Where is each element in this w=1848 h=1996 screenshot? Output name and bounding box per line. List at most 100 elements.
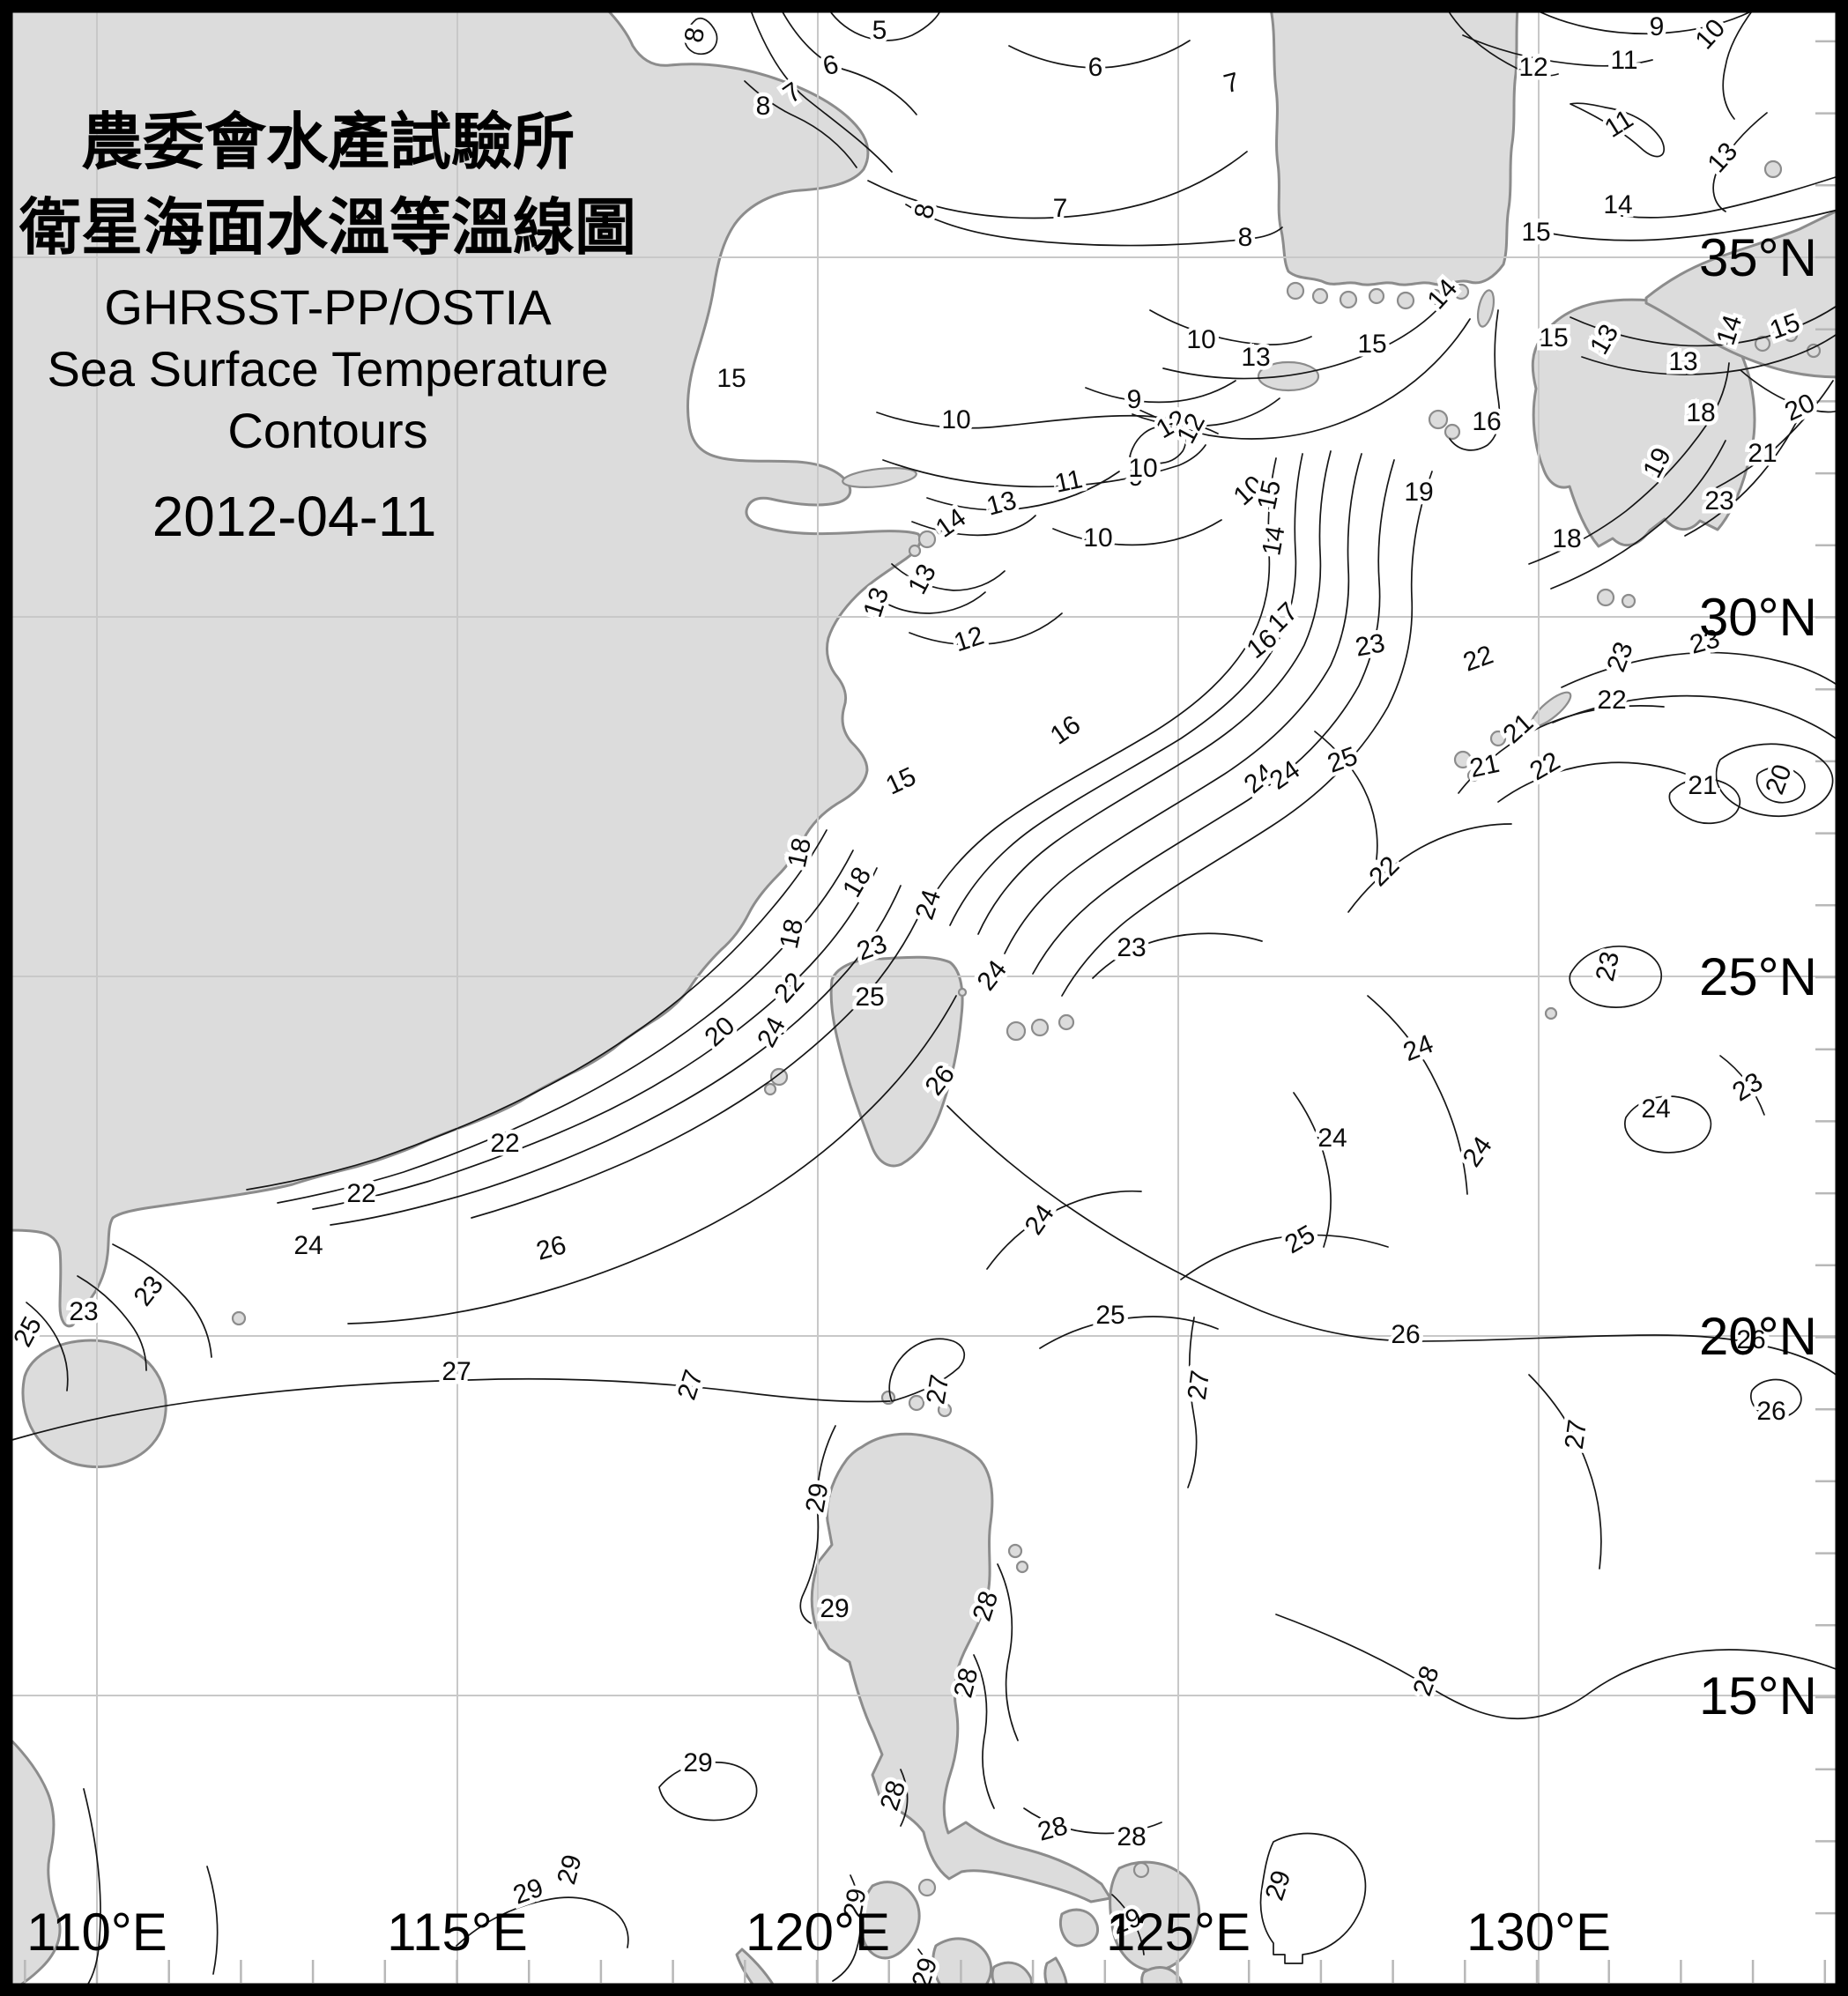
contour-line <box>1149 309 1312 345</box>
contour-line <box>1528 1374 1602 1569</box>
contour-line <box>1570 304 1839 347</box>
contour-temperature-label: 19 <box>1404 478 1433 507</box>
contour-line <box>1533 8 1750 35</box>
islet <box>1596 588 1615 607</box>
contour-temperature-label: 14 <box>1603 190 1632 219</box>
contour-temperature-label: 13 <box>1702 137 1743 179</box>
contour-temperature-label: 11 <box>1599 104 1638 143</box>
contour-line <box>1462 34 1653 67</box>
longitude-label: 110°E <box>26 1903 167 1962</box>
islet <box>1754 335 1771 352</box>
contour-temperature-label: 16 <box>1472 407 1501 436</box>
jeju-island <box>1257 360 1320 392</box>
title-zh-line1: 農委會水產試驗所 <box>81 108 575 176</box>
islet <box>763 1082 777 1096</box>
contour-temperature-label: 22 <box>768 968 810 1009</box>
contour-temperature-label: 15 <box>881 762 920 801</box>
contour-line <box>891 563 1006 591</box>
contour-line <box>1528 362 1730 565</box>
contour-line <box>750 10 893 173</box>
contour-temperature-label: 24 <box>971 955 1013 997</box>
contour-line <box>347 995 957 1324</box>
contour-line <box>876 412 1219 434</box>
contour-temperature-label: 24 <box>752 1013 791 1052</box>
contour-line <box>1740 369 1839 413</box>
contour-line <box>905 204 1283 247</box>
contour-line <box>1755 766 1806 804</box>
contour-line <box>973 1654 995 1809</box>
contour-line <box>780 8 917 115</box>
contour-line <box>1367 995 1468 1195</box>
contour-line <box>1722 8 1755 120</box>
latitude-label: 25°N <box>1699 947 1817 1006</box>
contour-line <box>77 1275 147 1371</box>
contour-line <box>911 515 1036 537</box>
geo-labels-layer: 35°N 30°N 25°N 20°N 15°N 110°E 115°E 120°E 125°E… <box>26 228 1817 1962</box>
contour-temperature-label: 27 <box>1560 1418 1592 1451</box>
contour-temperature-label: 29 <box>820 1594 849 1623</box>
islet <box>1444 423 1461 441</box>
contour-temperature-label: 27 <box>921 1372 954 1406</box>
longitude-label: 130°E <box>1466 1903 1611 1962</box>
contour-line <box>83 1788 101 1991</box>
land-vietnam-coast <box>7 1736 62 1993</box>
contour-line <box>949 453 1303 926</box>
islet <box>1621 593 1636 609</box>
contour-line <box>799 1425 836 1624</box>
contour-temperature-label: 10 <box>1128 454 1157 483</box>
contour-temperature-label: 20 <box>1780 389 1819 427</box>
contour-line <box>1704 380 1834 494</box>
contour-line <box>920 457 1277 919</box>
contour-line <box>1132 397 1280 427</box>
contour-temperature-label: 22 <box>1459 640 1497 677</box>
contour-line <box>1162 292 1453 380</box>
contour-line <box>1275 1614 1839 1720</box>
contour-temperature-label: 8 <box>909 201 941 221</box>
islet <box>1286 281 1305 301</box>
contour-line <box>1497 761 1686 803</box>
okinawa-island <box>1530 691 1572 728</box>
contour-line <box>1624 1095 1712 1154</box>
contour-temperature-label: 21 <box>1748 439 1777 468</box>
contour-line <box>1061 471 1433 997</box>
contour-temperature-label: 25 <box>1324 741 1362 778</box>
contour-line <box>997 1563 1019 1741</box>
islet <box>231 1310 247 1326</box>
contour-temperature-label: 28 <box>1407 1662 1444 1700</box>
islet <box>1007 1543 1023 1559</box>
contour-temperature-label: 8 <box>679 26 710 45</box>
latitude-label: 20°N <box>1699 1307 1817 1366</box>
contour-temperature-label: 18 <box>1686 398 1715 427</box>
islet <box>1396 291 1415 310</box>
longitude-label: 115°E <box>387 1903 528 1962</box>
islet <box>917 1878 937 1897</box>
islet <box>1368 287 1385 305</box>
contour-line <box>1259 1832 1367 1964</box>
contour-line <box>1129 426 1186 464</box>
contour-temperature-label: 26 <box>1736 1325 1765 1354</box>
longitude-label: 120°E <box>746 1903 890 1962</box>
contour-temperature-label: 11 <box>1052 464 1085 499</box>
land-luzon <box>810 1432 1112 1903</box>
contour-line <box>1528 209 1839 241</box>
latitude-label: 15°N <box>1699 1666 1817 1725</box>
contour-line <box>1111 1894 1145 1955</box>
contour-line <box>1347 823 1512 913</box>
contour-line <box>1008 40 1191 69</box>
contour-temperature-label: 8 <box>1238 223 1253 252</box>
islet <box>1015 1560 1029 1574</box>
land-korea <box>1269 7 1519 286</box>
contour-temperature-label: 27 <box>442 1357 471 1386</box>
contour-line <box>1552 694 1839 741</box>
islet <box>1452 283 1470 301</box>
contour-line <box>1092 932 1263 979</box>
contour-temperature-label: 27 <box>672 1367 709 1404</box>
islet <box>1489 730 1507 747</box>
contour-temperature-label: 23 <box>69 1297 98 1326</box>
contour-line <box>867 151 1248 219</box>
contour-temperature-label: 10 <box>1689 14 1731 56</box>
contour-temperature-label: 22 <box>346 1179 375 1208</box>
contour-temperature-label: 12 <box>1518 53 1547 82</box>
islet <box>1058 1013 1075 1031</box>
contour-temperature-label: 14 <box>1257 523 1290 558</box>
